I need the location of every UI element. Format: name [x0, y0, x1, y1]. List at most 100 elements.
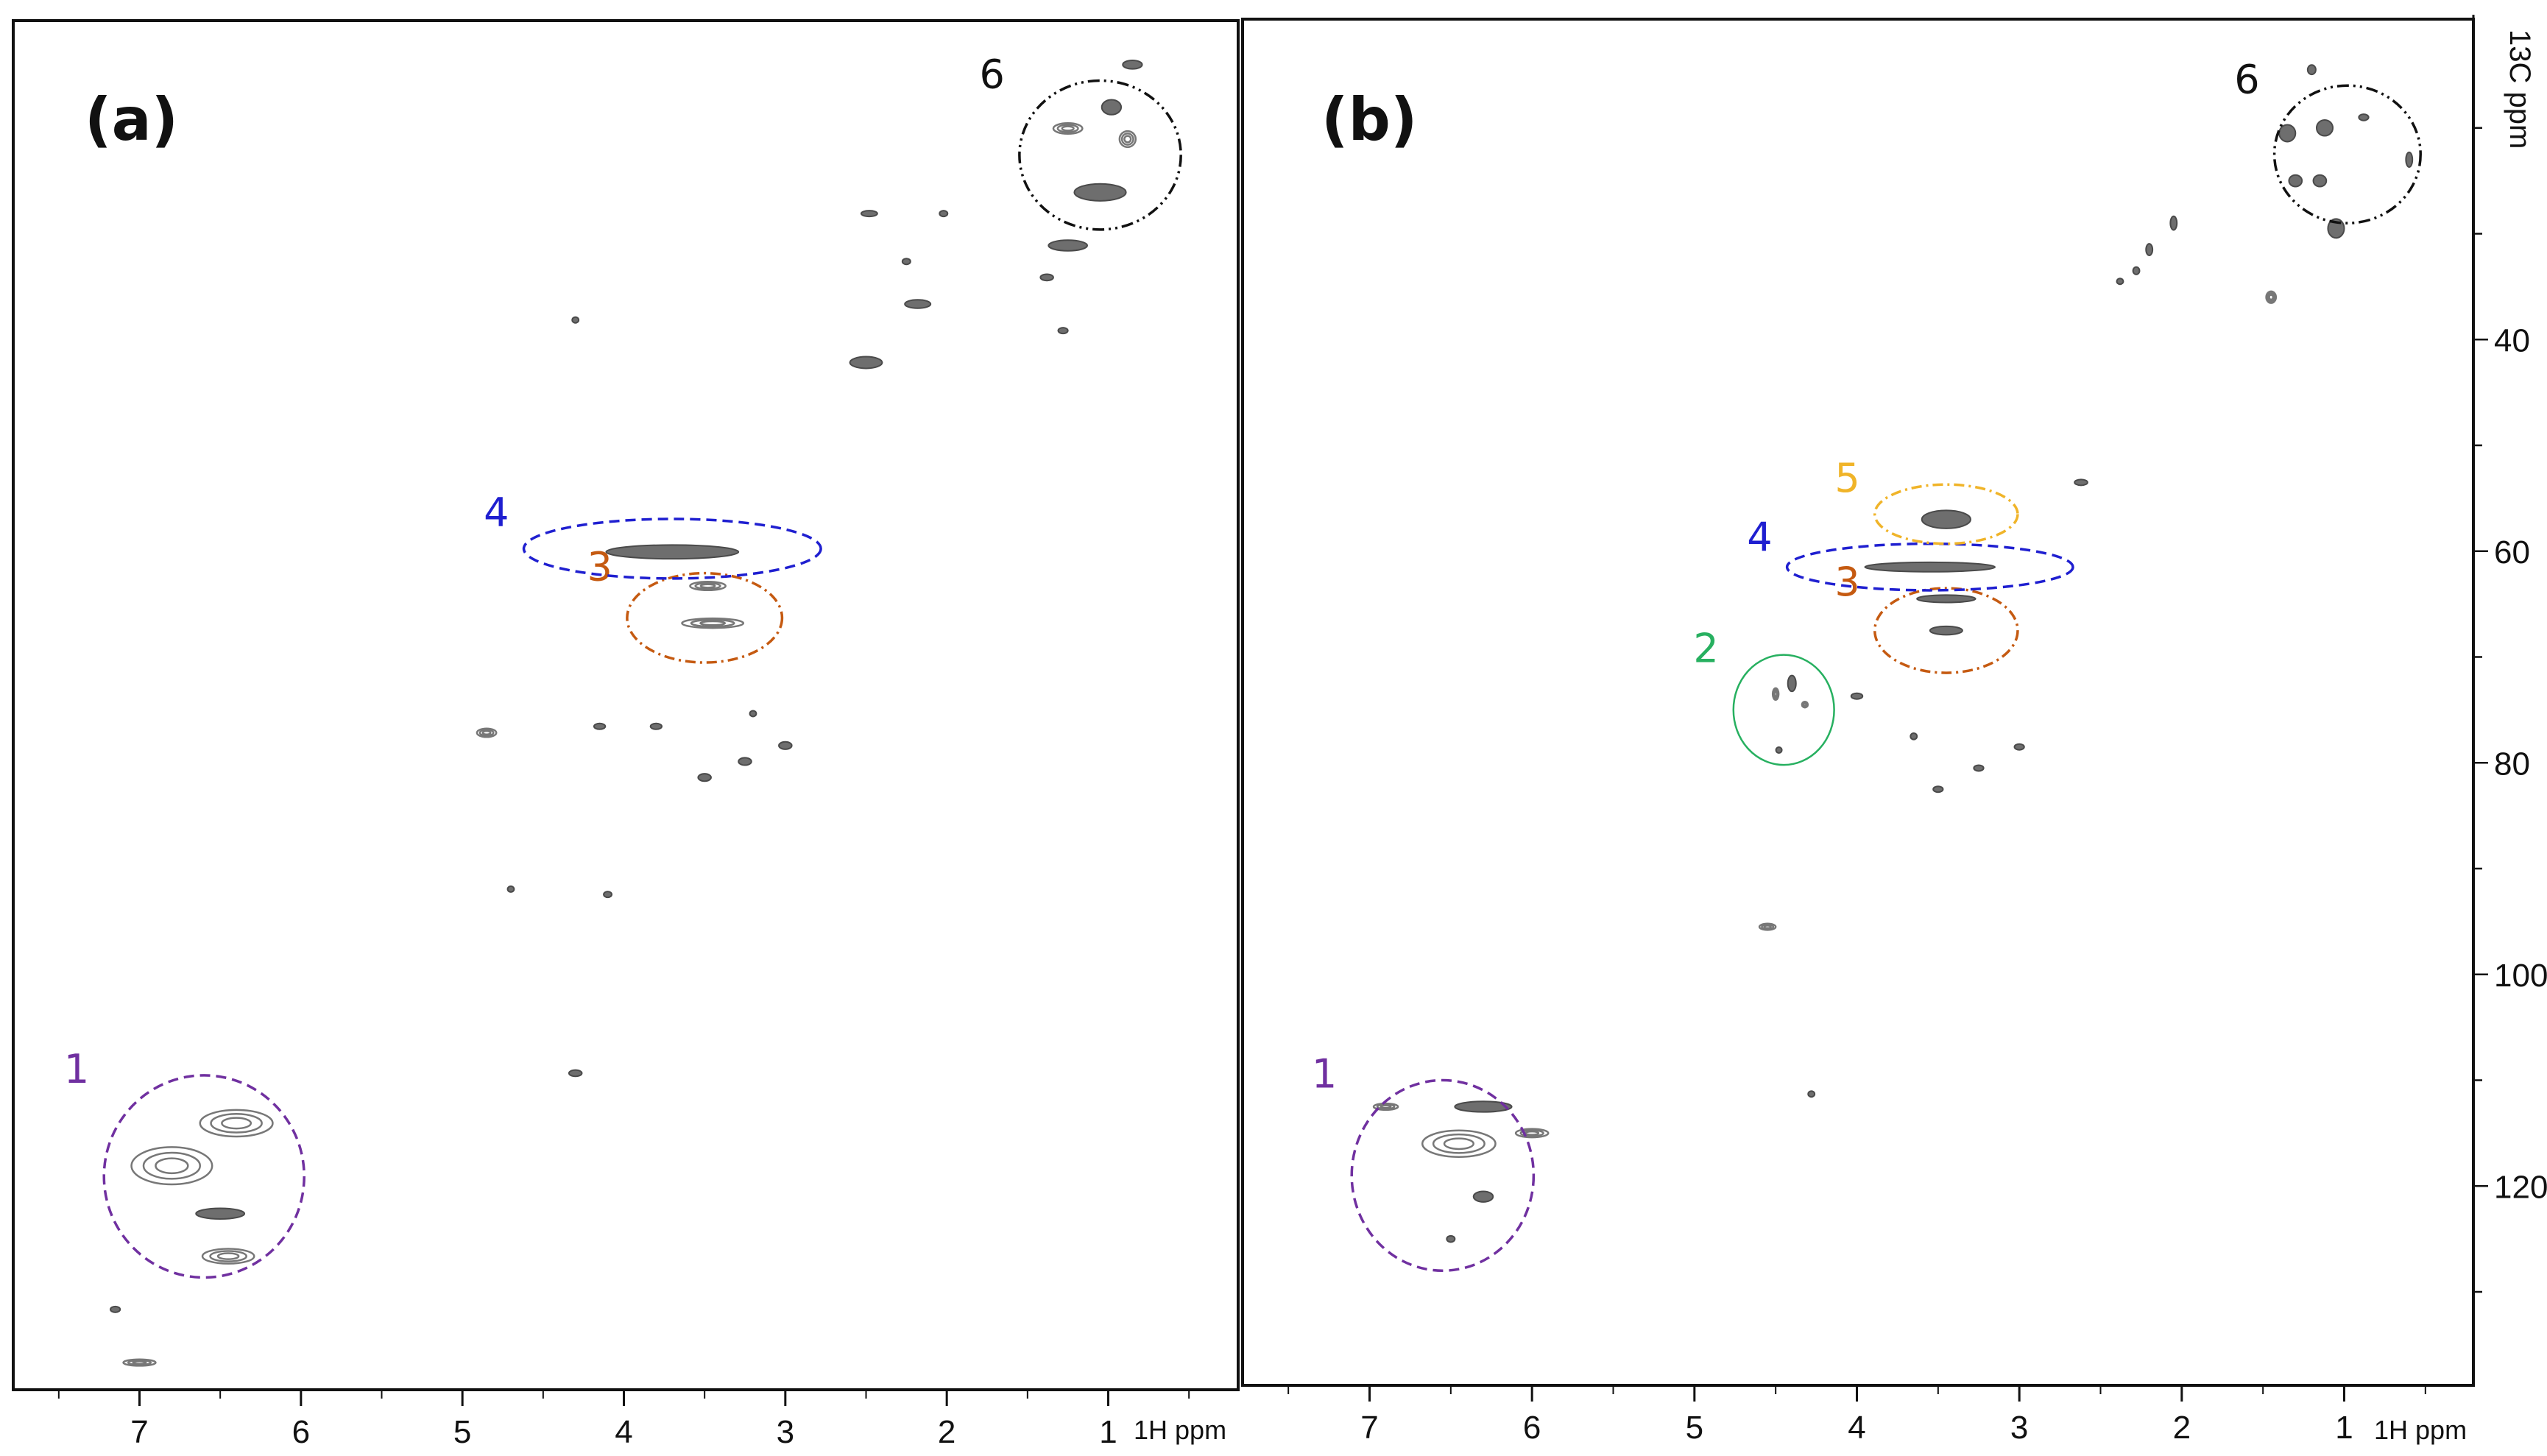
panel-a-peak-15-contour-1 [694, 582, 721, 590]
panel-b-y-tick-label-100: 100 [2494, 958, 2547, 994]
panel-b-peak-27 [1758, 922, 1777, 931]
panel-a-peak-8 [860, 210, 878, 218]
panel-b-x-tick-label-6: 6 [1523, 1410, 1541, 1446]
panel-a-x-tick-label-3: 3 [777, 1414, 794, 1450]
panel-b-region-1-outline [1350, 1078, 1536, 1272]
panel-a-region-3-outline [626, 571, 784, 664]
panel-a-peak-4 [1073, 183, 1127, 202]
panel-a-peak-13 [571, 316, 580, 324]
panel-a-peak-18 [593, 722, 607, 730]
panel-b-peak-28 [1807, 1090, 1816, 1098]
panel-b-peak-25 [1973, 764, 1985, 772]
panel-b-peak-20-contour-2 [1803, 702, 1807, 707]
panel-a-peak-16-contour-0 [681, 617, 745, 629]
panel-a-x-tick-label-2: 2 [938, 1414, 955, 1450]
panel-b-peak-17 [1929, 625, 1963, 636]
panel-b-peak-19-contour-2 [1773, 690, 1778, 698]
panel-a-x-axis-unit: 1H ppm [1134, 1415, 1226, 1445]
panel-b-frame [1241, 18, 2475, 1387]
panel-a-region-4-label: 4 [484, 490, 509, 536]
panel-b-y-tick-label-40: 40 [2494, 322, 2530, 358]
panel-a-peak-28-contour-1 [142, 1151, 202, 1180]
panel-b-region-3-label: 3 [1834, 559, 1859, 605]
panel-a-peak-7 [1057, 327, 1069, 335]
panel-b-x-axis-unit: 1H ppm [2374, 1415, 2467, 1445]
panel-a-region-6-label: 6 [980, 51, 1005, 97]
panel-a-peak-24 [506, 885, 515, 893]
panel-b-peak-16 [1916, 594, 1977, 604]
panel-a-peak-23 [697, 773, 712, 782]
panel-a-peak-25 [603, 891, 613, 899]
panel-b-x-tick-label-4: 4 [1848, 1410, 1865, 1446]
panel-b-peak-8-contour-1 [2267, 291, 2276, 303]
panel-b-x-axis: 7 6 5 4 3 2 1 [1287, 1385, 2426, 1446]
panel-a-peak-16 [681, 617, 745, 629]
panel-a-peak-1-contour-0 [1052, 122, 1084, 135]
panel-b: (b) 1 2 3 4 5 6 7 6 5 4 3 2 1 40 60 80 100 120 1H ppm 1… [1241, 15, 2547, 1446]
panel-a-peak-15 [689, 580, 727, 592]
panel-b-peak-18 [1787, 674, 1797, 693]
panel-b-region-5-label: 5 [1834, 455, 1859, 501]
panel-a-peak-32-contour-2 [132, 1360, 147, 1365]
panel-a-peak-1-contour-2 [1061, 125, 1075, 132]
panel-a-peaks [110, 60, 1143, 1367]
panel-b-peak-22 [1850, 692, 1864, 700]
panel-a-x-unit-superscript: 1H ppm [1134, 1415, 1226, 1445]
panel-a-peak-3-contour-0 [1118, 130, 1137, 149]
panel-b-region-4-label: 4 [1747, 515, 1772, 561]
panel-b-region-1-label: 1 [1312, 1051, 1337, 1098]
panel-b-x-tick-label-3: 3 [2010, 1410, 2028, 1446]
panel-b-peak-1 [2278, 124, 2297, 143]
panel-a-peak-10 [901, 258, 911, 266]
panel-a-peak-26 [568, 1069, 583, 1078]
panel-a-peak-27-contour-0 [199, 1109, 274, 1138]
panel-a-peak-16-contour-1 [690, 618, 735, 628]
panel-b-peaks [1372, 64, 2414, 1243]
panel-a-peak-32-contour-0 [122, 1358, 157, 1367]
panel-b-peak-34 [1446, 1234, 1456, 1243]
panel-a-peak-17-contour-1 [478, 729, 495, 737]
panel-a-peak-14 [605, 544, 740, 560]
panel-a-peak-30-contour-2 [216, 1252, 240, 1260]
panel-b-peak-8-contour-2 [2268, 294, 2275, 301]
panel-b-region-4-outline [1785, 542, 2074, 592]
panel-a-peak-30-contour-0 [201, 1248, 255, 1265]
panel-a-peak-32 [122, 1358, 157, 1367]
panel-b-peak-13 [2074, 478, 2088, 487]
panel-a-peak-17-contour-2 [481, 729, 492, 736]
panel-b-peak-0 [2306, 64, 2317, 76]
panel-b-y-axis-unit: 13C ppm [2504, 29, 2536, 149]
panel-b-region-6-label: 6 [2234, 56, 2259, 102]
panel-a-peak-3-contour-1 [1120, 132, 1134, 146]
panel-b-region-2-outline [1732, 654, 1835, 766]
panel-a-peak-3-contour-2 [1123, 135, 1132, 144]
panel-a-peak-3 [1118, 130, 1137, 149]
panel-a-region-1-outline [102, 1074, 305, 1279]
panel-b-peak-30-contour-0 [1372, 1102, 1399, 1111]
panel-b-peak-32 [1514, 1128, 1550, 1139]
panel-a-region-4-outline [522, 517, 822, 580]
panel-a-peak-17 [476, 727, 498, 738]
panel-a-peak-11 [904, 299, 932, 309]
panel-b-label: (b) [1321, 85, 1417, 154]
panel-b-y-axis: 40 60 80 100 120 [2472, 15, 2547, 1385]
panel-b-peak-32-contour-0 [1514, 1128, 1550, 1139]
panel-b-peak-10 [2145, 243, 2154, 256]
panel-a-x-tick-label-1: 1 [1099, 1414, 1117, 1450]
panel-b-y-tick-label-60: 60 [2494, 534, 2530, 570]
panel-a-region-6-outline [1018, 79, 1182, 231]
panel-a-region-1-label: 1 [64, 1046, 89, 1092]
panel-b-x-tick-label-1: 1 [2335, 1410, 2353, 1446]
panel-b-peak-29 [1454, 1100, 1513, 1113]
panel-b-peak-33 [1472, 1190, 1494, 1203]
panel-a-peak-29 [195, 1207, 246, 1220]
panel-b-peak-23 [1910, 732, 1918, 741]
panel-a-peak-30-contour-1 [209, 1250, 247, 1262]
panel-b-peak-27-contour-2 [1763, 925, 1772, 930]
panel-b-peak-15 [1864, 561, 1996, 573]
panel-b-peak-31-contour-0 [1421, 1129, 1497, 1158]
panel-b-peak-32-contour-1 [1519, 1129, 1544, 1137]
panel-a-peak-0 [1122, 60, 1143, 70]
panel-a-x-tick-label-7: 7 [130, 1414, 148, 1450]
